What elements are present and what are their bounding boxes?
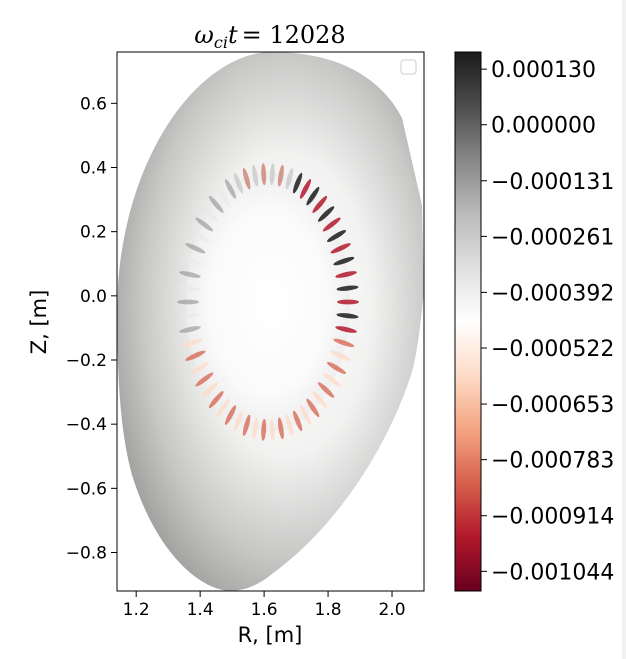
- chart-title: ωcit = 12028: [194, 21, 345, 52]
- colorbar-frame: [454, 51, 482, 592]
- window-edge: [622, 0, 626, 659]
- colorbar-tick-label: −0.000392: [491, 281, 614, 306]
- x-axis: 1.2 1.4 1.6 1.8 2.0: [123, 591, 406, 620]
- colorbar-gradient: [455, 52, 481, 591]
- colorbar-tick-label: −0.000653: [491, 393, 614, 418]
- legend-box: [400, 59, 417, 75]
- y-tick-label: −0.6: [66, 479, 107, 499]
- y-tick-label: 0.2: [80, 223, 107, 243]
- colorbar-tick-label: −0.000522: [491, 337, 614, 362]
- x-tick-label: 1.4: [187, 600, 214, 620]
- colorbar-tick-label: −0.000914: [491, 505, 614, 530]
- mode-structure: [177, 163, 359, 441]
- y-tick-label: 0.0: [80, 287, 107, 307]
- colorbar-tick-label: 0.000130: [491, 58, 596, 83]
- colorbar-tick-label: 0.000000: [491, 114, 596, 139]
- inner-core: [186, 172, 350, 432]
- y-axis: 0.6 0.4 0.2 0.0 −0.2 −0.4 −0.6 −0.8: [66, 94, 117, 564]
- axes-frame: [116, 51, 425, 592]
- y-tick-label: −0.2: [66, 351, 107, 371]
- x-tick-label: 1.6: [251, 600, 278, 620]
- x-tick-label: 2.0: [378, 600, 405, 620]
- colorbar: 0.000130 0.000000 −0.000131 −0.000261 −0.000…: [454, 51, 614, 592]
- y-axis-label: Z, [m]: [27, 290, 51, 355]
- colorbar-tick-label: −0.000131: [491, 170, 614, 195]
- colorbar-tick-label: −0.000783: [491, 449, 614, 474]
- x-tick-label: 1.8: [315, 600, 342, 620]
- plot-area: [117, 52, 424, 591]
- y-tick-label: 0.4: [80, 159, 107, 179]
- colorbar-tick-label: −0.000261: [491, 225, 614, 250]
- colorbar-tick-label: −0.001044: [491, 560, 614, 585]
- x-axis-label: R, [m]: [238, 623, 303, 647]
- x-tick-label: 1.2: [123, 600, 150, 620]
- y-tick-label: 0.6: [80, 94, 107, 114]
- y-tick-label: −0.4: [66, 415, 107, 435]
- y-tick-label: −0.8: [66, 544, 107, 564]
